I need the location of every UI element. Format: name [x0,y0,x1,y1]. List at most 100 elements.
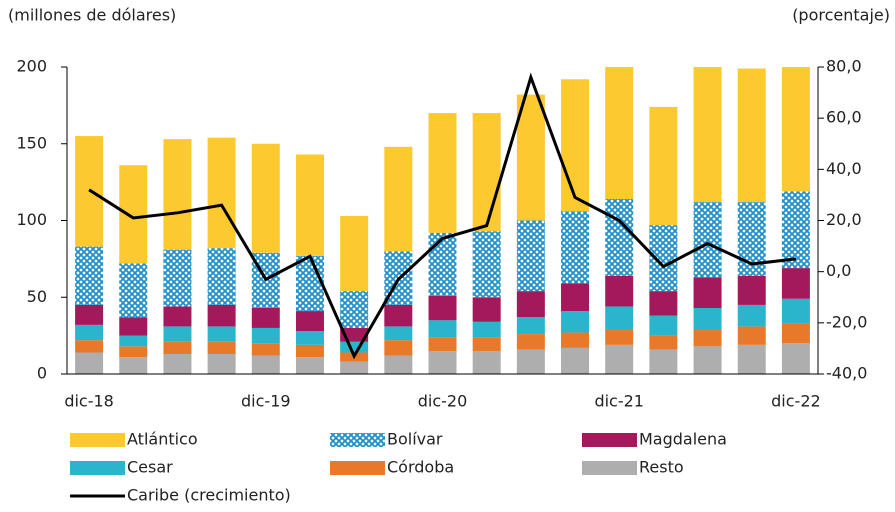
bar-segment [119,165,148,264]
bar-segment [384,326,413,341]
legend-swatch [330,461,385,475]
bar-segment [295,331,324,345]
bar-segment [781,191,810,269]
bar-segment [605,275,634,307]
bar-segment [605,306,634,330]
bar-segment [75,340,104,353]
bar-segment [693,277,722,308]
bar-segment [251,343,280,356]
bar-segment [561,283,590,312]
bar-segment [737,326,766,345]
bar-segment [207,326,236,342]
bar-segment [75,246,104,305]
x-tick-label: dic-19 [241,392,291,411]
y-tick-label: 50 [27,287,47,306]
bar-segment [561,211,590,284]
bar-segment [781,268,810,299]
bar-segment [561,311,590,333]
y-tick-label: 0 [37,364,47,383]
bar-segment [428,113,457,233]
bar-segment [693,202,722,278]
bar-segment [119,346,148,358]
bar-segment [163,354,192,374]
bar-segment [781,67,810,192]
bar-segment [516,349,545,374]
legend-swatch [330,433,385,447]
bar-segment [207,354,236,374]
bar-segment [605,329,634,345]
bar-segment [75,352,104,374]
y-tick-label: 150 [16,133,47,152]
bar-segment [428,295,457,321]
bar-segment [295,154,324,256]
y2-tick-label: 80,0 [826,57,862,76]
bar-segment [516,334,545,350]
bar-segment [605,67,634,200]
legend-swatch [582,461,637,475]
legend-label: Atlántico [127,430,198,449]
bar-segment [649,335,678,350]
bar-segment [119,317,148,336]
bar-segment [649,106,678,226]
bar-segment [737,275,766,305]
bar-segment [251,327,280,344]
bar-segment [207,304,236,327]
bar-segment [295,344,324,358]
bar-segment [428,320,457,338]
bar-segment [649,315,678,336]
bar-segment [516,291,545,318]
y-tick-label: 100 [16,210,47,229]
bar-segment [472,350,501,374]
legend-label: Magdalena [639,430,727,449]
bar-segment [472,321,501,338]
y2-tick-label: 40,0 [826,159,862,178]
legend-swatch [70,433,125,447]
bar-segment [295,357,324,374]
bar-segment [340,291,369,328]
bar-segment [119,335,148,347]
y2-tick-label: -20,0 [826,312,867,331]
line-series [88,72,797,360]
y2-tick-label: 20,0 [826,210,862,229]
bar-segment [163,341,192,355]
bar-segment [428,232,457,296]
bar-segment [472,337,501,351]
bar-segment [340,215,369,292]
legend-label: Cesar [127,458,173,477]
bar-segment [516,317,545,335]
y-axis-label: (millones de dólares) [8,6,176,25]
bar-segment [340,341,369,353]
bar-segment [163,326,192,342]
legend-swatch [582,433,637,447]
bar-segment [163,306,192,327]
legend-swatch [70,461,125,475]
bar-segment [693,67,722,203]
bar-segment [472,297,501,322]
bar-segment [295,311,324,332]
bar-segment [119,263,148,318]
bar-segment [737,68,766,203]
y2-tick-label: -40,0 [826,364,867,383]
bar-segment [251,307,280,328]
bar-segment [605,199,634,276]
bar-segment [75,324,104,341]
bar-segment [384,304,413,327]
bar-segment [561,79,590,212]
y2-tick-label: 0,0 [826,261,851,280]
legend-label: Córdoba [387,458,454,477]
x-tick-label: dic-18 [64,392,114,411]
bar-segment [384,340,413,356]
bar-segment [472,113,501,232]
y2-axis-label: (porcentaje) [792,6,890,25]
bar-segment [163,139,192,250]
bar-segment [207,341,236,355]
x-tick-label: dic-21 [594,392,644,411]
bar-segment [295,255,324,312]
legend-label: Bolívar [387,430,443,449]
bar-segment [561,332,590,348]
bar-segment [75,304,104,325]
x-tick-label: dic-20 [418,392,468,411]
bar-segment [693,346,722,374]
bar-segment [693,307,722,330]
